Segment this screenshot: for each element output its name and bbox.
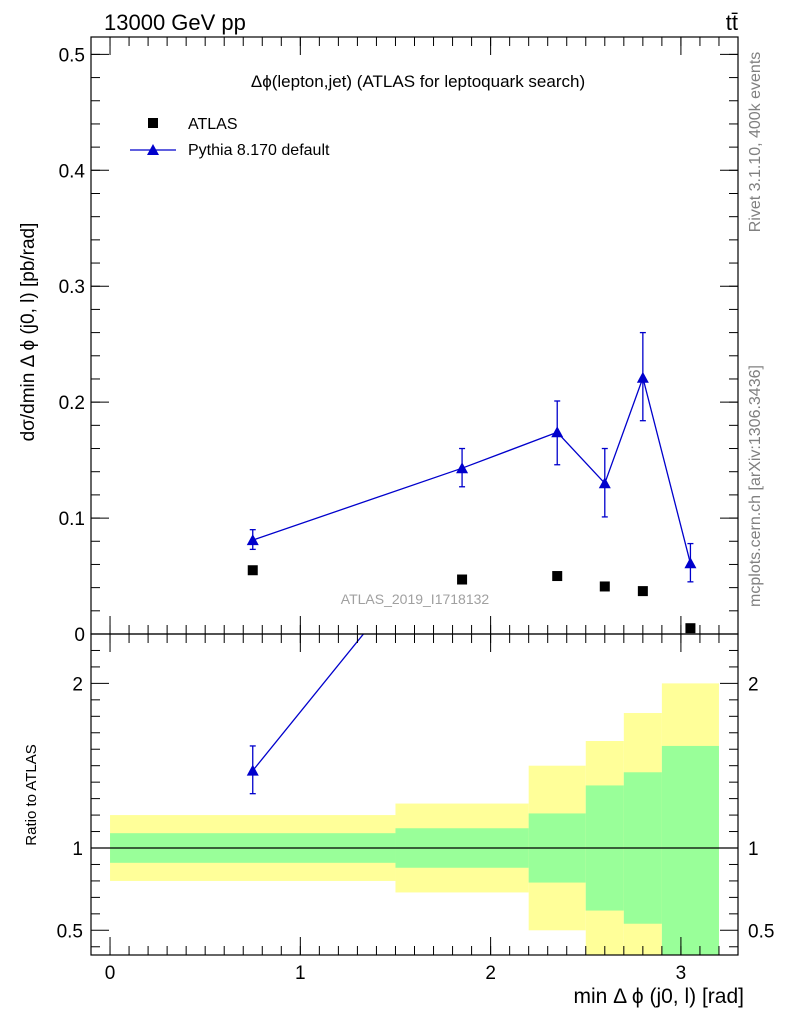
- ratio-y-tick-label-right: 2: [748, 674, 759, 695]
- pythia-point: [598, 477, 611, 489]
- x-tick-label: 0: [105, 963, 116, 984]
- ratio-clipped-group: [91, 634, 738, 955]
- ratio-y-tick-label: 1: [72, 839, 83, 860]
- ratio-panel: 0.5 0.5 1 1 2 2 0 1 2 3 Ratio to ATLAS min Δ ϕ (j…: [23, 633, 774, 1008]
- header-process-label: tt̄: [726, 10, 738, 35]
- ratio-y-tick-label: 0.5: [57, 921, 83, 942]
- x-tick-label: 2: [485, 963, 496, 984]
- main-panel: Δϕ(lepton,jet) (ATLAS for leptoquark sea…: [18, 36, 739, 646]
- main-y-tick-label: 0.2: [59, 393, 85, 414]
- pythia-point: [456, 462, 469, 474]
- legend-label-atlas: ATLAS: [188, 116, 238, 133]
- pythia-point: [636, 371, 649, 383]
- atlas-point: [552, 571, 563, 582]
- ratio-plot-content: [91, 634, 738, 955]
- ratio-pythia-point: [246, 764, 259, 776]
- main-plot-content: [246, 331, 697, 634]
- main-y-tick-label: 0.3: [59, 277, 85, 298]
- x-tick-label: 3: [676, 963, 687, 984]
- atlas-point: [685, 623, 696, 634]
- legend-marker-atlas: [148, 118, 158, 128]
- atlas-point: [637, 586, 648, 597]
- legend-marker-pythia: [147, 144, 159, 155]
- main-y-axis-label: dσ/dmin Δ ϕ (j0, l) [pb/rad]: [18, 223, 39, 442]
- analysis-watermark: ATLAS_2019_I1718132: [341, 591, 490, 607]
- legend-label-pythia: Pythia 8.170 default: [188, 142, 330, 159]
- main-y-tick-label: 0.1: [59, 509, 85, 530]
- plot-title: Δϕ(lepton,jet) (ATLAS for leptoquark sea…: [251, 72, 585, 91]
- main-y-tick-label: 0: [74, 625, 85, 646]
- main-y-tick-label: 0.4: [59, 161, 86, 182]
- x-axis-label: min Δ ϕ (j0, l) [rad]: [574, 985, 745, 1008]
- legend: ATLAS Pythia 8.170 default: [130, 116, 330, 159]
- main-axes: 0 0.1 0.2 0.3 0.4 0.5: [59, 36, 739, 646]
- mcplots-label: mcplots.cern.ch [arXiv:1306.3436]: [747, 365, 764, 607]
- x-tick-label: 1: [295, 963, 306, 984]
- pythia-series-line: [252, 375, 692, 564]
- pythia-point: [551, 426, 564, 438]
- atlas-point: [247, 565, 258, 576]
- rivet-version-label: Rivet 3.1.10, 400k events: [747, 52, 764, 233]
- ratio-y-tick-label-right: 1: [748, 839, 759, 860]
- ratio-y-tick-label-right: 0.5: [748, 921, 774, 942]
- atlas-point: [599, 581, 610, 592]
- ratio-inner-band: [661, 745, 719, 955]
- ratio-y-axis-label: Ratio to ATLAS: [23, 744, 40, 845]
- header-energy-label: 13000 GeV pp: [104, 10, 246, 35]
- ratio-y-tick-label: 2: [72, 674, 83, 695]
- main-y-tick-label: 0.5: [59, 45, 85, 66]
- ratio-axes: 0.5 0.5 1 1 2 2 0 1 2 3: [57, 633, 774, 984]
- pythia-point: [246, 534, 259, 546]
- atlas-point: [457, 574, 468, 585]
- pythia-point: [684, 557, 697, 569]
